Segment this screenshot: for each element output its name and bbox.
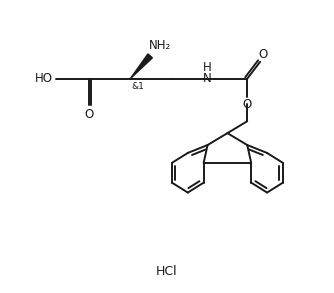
Text: NH₂: NH₂ <box>149 40 171 52</box>
Text: O: O <box>84 108 94 121</box>
Text: H: H <box>203 61 212 74</box>
Polygon shape <box>130 54 152 79</box>
Text: HCl: HCl <box>156 265 178 278</box>
Text: HO: HO <box>35 72 53 85</box>
Text: N: N <box>203 72 212 85</box>
Text: &1: &1 <box>132 82 145 91</box>
Text: O: O <box>259 48 268 61</box>
Text: O: O <box>242 98 252 111</box>
